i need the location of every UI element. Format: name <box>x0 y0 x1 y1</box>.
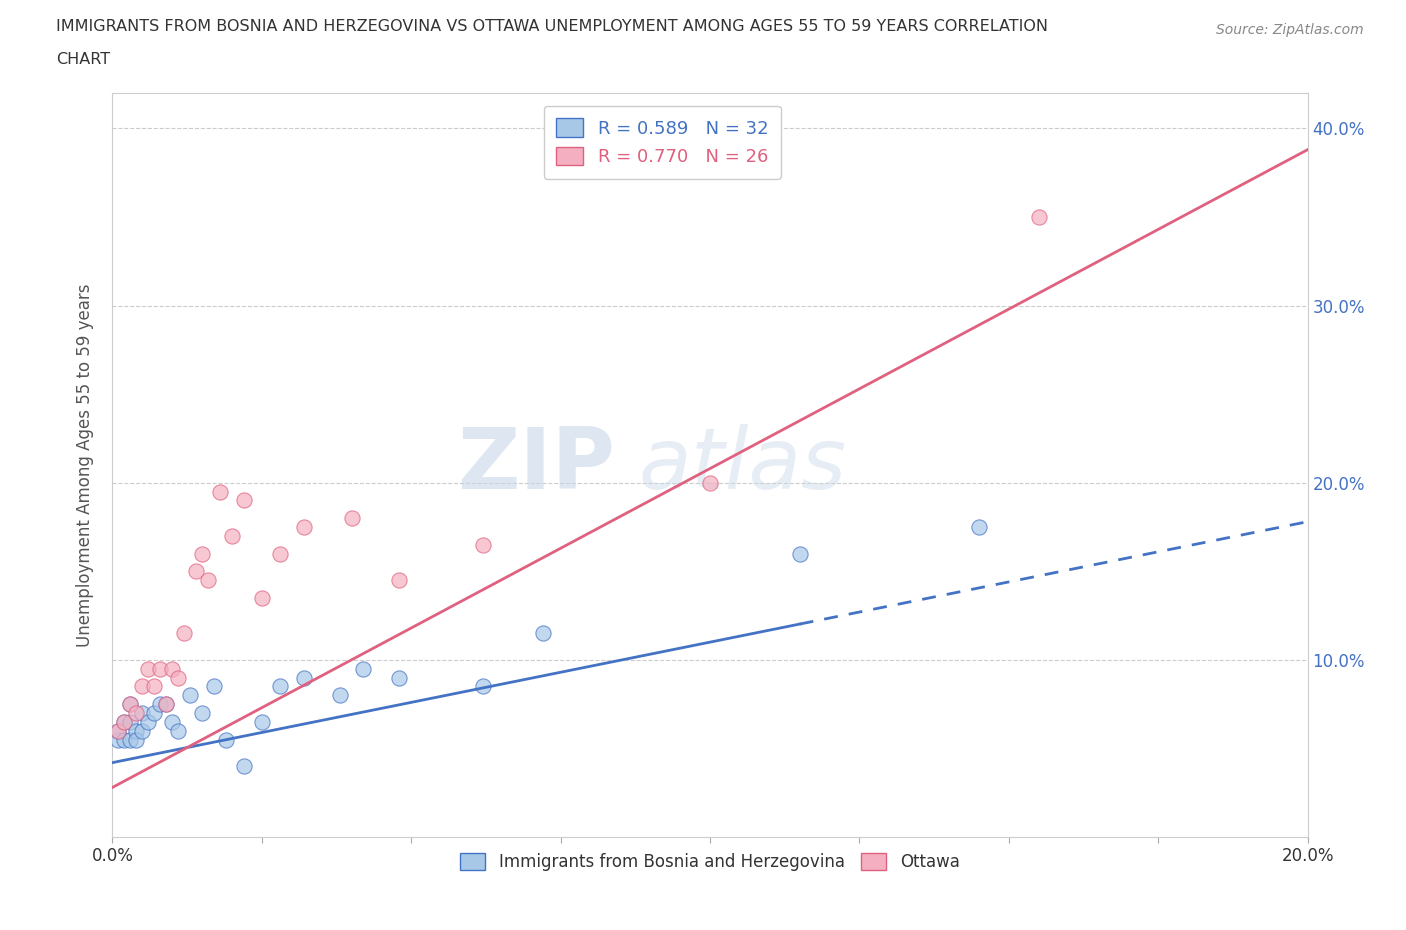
Point <box>472 538 495 552</box>
Point <box>114 714 135 729</box>
Point <box>179 688 201 703</box>
Point <box>143 706 166 721</box>
Text: Source: ZipAtlas.com: Source: ZipAtlas.com <box>1216 23 1364 37</box>
Point <box>167 671 190 685</box>
Point <box>149 697 172 711</box>
Point <box>149 661 172 676</box>
Point <box>186 564 208 578</box>
Point <box>250 591 273 605</box>
Point <box>292 520 315 535</box>
Text: CHART: CHART <box>56 52 110 67</box>
Point <box>138 714 160 729</box>
Point <box>388 573 411 588</box>
Point <box>250 714 273 729</box>
Point <box>233 493 256 508</box>
Point <box>191 706 214 721</box>
Text: ZIP: ZIP <box>457 423 614 507</box>
Point <box>1028 209 1050 224</box>
Point <box>125 706 148 721</box>
Point <box>202 679 225 694</box>
Point <box>340 511 363 525</box>
Point <box>120 697 142 711</box>
Point <box>131 706 153 721</box>
Point <box>472 679 495 694</box>
Point <box>329 688 352 703</box>
Point <box>138 661 160 676</box>
Point <box>531 626 554 641</box>
Point <box>269 679 291 694</box>
Point <box>233 759 256 774</box>
Point <box>173 626 195 641</box>
Point <box>221 528 243 543</box>
Point <box>107 732 129 747</box>
Point <box>209 485 232 499</box>
Point <box>292 671 315 685</box>
Point <box>125 732 148 747</box>
Point <box>269 546 291 561</box>
Point <box>120 697 142 711</box>
Text: atlas: atlas <box>638 423 846 507</box>
Point <box>215 732 238 747</box>
Point <box>107 724 129 738</box>
Legend: Immigrants from Bosnia and Herzegovina, Ottawa: Immigrants from Bosnia and Herzegovina, … <box>450 843 970 881</box>
Point <box>114 714 135 729</box>
Point <box>143 679 166 694</box>
Text: IMMIGRANTS FROM BOSNIA AND HERZEGOVINA VS OTTAWA UNEMPLOYMENT AMONG AGES 55 TO 5: IMMIGRANTS FROM BOSNIA AND HERZEGOVINA V… <box>56 19 1049 33</box>
Point <box>120 714 142 729</box>
Point <box>789 546 811 561</box>
Point <box>120 732 142 747</box>
Y-axis label: Unemployment Among Ages 55 to 59 years: Unemployment Among Ages 55 to 59 years <box>76 284 94 646</box>
Point <box>353 661 375 676</box>
Point <box>191 546 214 561</box>
Point <box>107 724 129 738</box>
Point <box>114 732 135 747</box>
Point <box>131 724 153 738</box>
Point <box>155 697 177 711</box>
Point <box>197 573 219 588</box>
Point <box>131 679 153 694</box>
Point <box>162 661 183 676</box>
Point <box>388 671 411 685</box>
Point <box>125 724 148 738</box>
Point <box>155 697 177 711</box>
Point <box>162 714 183 729</box>
Point <box>699 475 721 490</box>
Point <box>967 520 990 535</box>
Point <box>167 724 190 738</box>
